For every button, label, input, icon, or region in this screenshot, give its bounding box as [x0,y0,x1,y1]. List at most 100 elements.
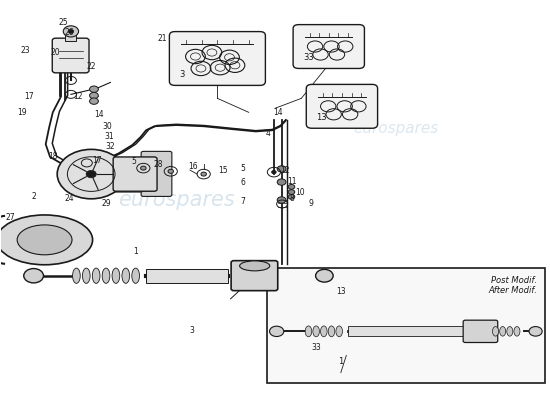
Circle shape [316,269,333,282]
FancyBboxPatch shape [113,157,157,191]
FancyBboxPatch shape [306,84,378,128]
Bar [65,34,76,41]
Bar [267,268,546,383]
FancyBboxPatch shape [141,151,172,196]
Circle shape [57,149,125,199]
Text: 17: 17 [24,92,34,101]
FancyBboxPatch shape [231,261,278,291]
Ellipse shape [82,268,90,283]
Ellipse shape [92,268,100,283]
Circle shape [90,98,98,104]
Text: 7: 7 [240,197,245,206]
Ellipse shape [305,326,312,337]
Text: eurospares: eurospares [118,190,235,210]
Text: 6: 6 [240,178,245,187]
Circle shape [288,194,295,199]
Text: 5: 5 [240,164,245,173]
Ellipse shape [132,268,140,283]
Text: 21: 21 [158,34,167,43]
Text: 33: 33 [311,343,321,352]
Circle shape [168,169,173,173]
Circle shape [529,326,542,336]
Text: 5: 5 [131,157,136,166]
Text: 27: 27 [5,214,15,222]
FancyBboxPatch shape [169,32,266,85]
Ellipse shape [514,326,520,336]
Text: 14: 14 [95,110,104,119]
Ellipse shape [499,326,505,336]
Ellipse shape [298,269,305,282]
Text: 15: 15 [218,166,228,175]
Circle shape [270,326,284,336]
Text: 31: 31 [104,132,114,141]
Text: 9: 9 [308,200,313,208]
Text: 12: 12 [73,92,82,101]
Ellipse shape [507,326,513,336]
Ellipse shape [492,326,498,336]
Circle shape [277,166,286,172]
Text: 2: 2 [31,192,36,200]
Circle shape [277,197,286,203]
Circle shape [68,29,74,33]
Circle shape [86,170,96,178]
Text: 26: 26 [64,28,74,37]
Circle shape [277,179,286,185]
Circle shape [288,184,295,189]
Text: 12: 12 [280,166,290,175]
Text: 1: 1 [338,357,343,366]
Ellipse shape [336,326,343,337]
Ellipse shape [112,268,120,283]
Ellipse shape [0,215,92,265]
Bar [146,269,228,282]
Text: 17: 17 [92,156,102,165]
Ellipse shape [306,269,313,282]
Circle shape [201,172,206,176]
Ellipse shape [321,326,327,337]
Text: 4: 4 [266,128,271,138]
Circle shape [288,190,295,194]
Text: 11: 11 [287,177,296,186]
Circle shape [24,268,43,283]
Text: 23: 23 [20,46,30,55]
Text: 1: 1 [133,247,138,256]
Bar [348,326,464,336]
Ellipse shape [17,225,72,255]
Text: 33: 33 [303,53,313,62]
Text: 3: 3 [179,70,185,79]
Text: 13: 13 [316,113,327,122]
Circle shape [272,170,276,174]
Text: 20: 20 [51,48,60,57]
Ellipse shape [102,268,110,283]
Text: 22: 22 [86,62,96,71]
Circle shape [90,86,98,92]
Text: 16: 16 [188,162,197,172]
Text: 14: 14 [273,108,283,117]
Ellipse shape [73,268,80,283]
FancyBboxPatch shape [102,164,144,192]
Text: 32: 32 [106,142,116,151]
Ellipse shape [313,326,320,337]
Ellipse shape [280,269,287,282]
Text: 29: 29 [101,200,111,208]
Text: Post Modif.
After Modif.: Post Modif. After Modif. [488,276,537,295]
Text: 13: 13 [336,287,345,296]
Text: 24: 24 [64,194,74,202]
Text: 18: 18 [48,152,58,161]
Text: 10: 10 [295,188,305,196]
Text: 25: 25 [59,18,69,27]
Text: 8: 8 [289,194,294,203]
Ellipse shape [240,261,270,271]
Text: 19: 19 [16,108,26,117]
Text: 3: 3 [190,326,195,335]
FancyBboxPatch shape [463,320,498,342]
Circle shape [90,92,98,99]
FancyBboxPatch shape [293,25,365,68]
Circle shape [141,166,146,170]
Circle shape [63,26,79,37]
Text: 28: 28 [154,160,163,169]
Ellipse shape [272,269,278,282]
FancyBboxPatch shape [52,38,89,73]
Ellipse shape [122,268,130,283]
Text: 30: 30 [103,122,113,131]
Text: eurospares: eurospares [353,121,438,136]
